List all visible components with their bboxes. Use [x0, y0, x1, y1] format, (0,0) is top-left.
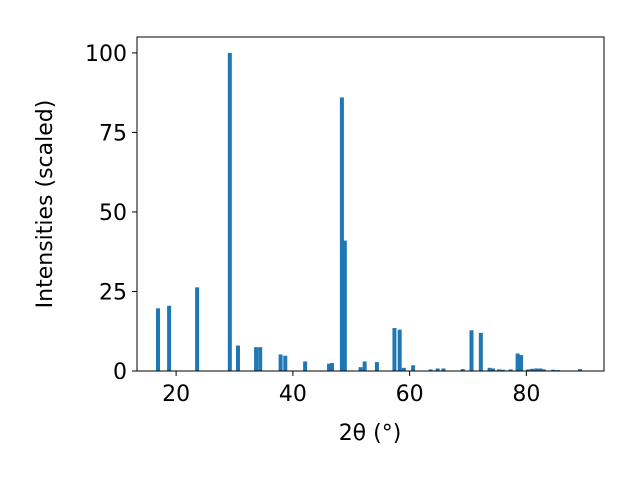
bar	[303, 361, 308, 371]
bar	[526, 369, 531, 371]
y-tick-label: 100	[85, 42, 127, 67]
bar	[519, 355, 524, 371]
y-tick-label: 0	[113, 360, 127, 385]
bar	[156, 308, 161, 371]
bar	[327, 363, 332, 371]
bar	[195, 287, 200, 371]
bar	[283, 355, 288, 371]
bar	[227, 52, 232, 372]
bar	[496, 369, 501, 371]
x-tick-label: 20	[162, 382, 190, 407]
bar	[501, 369, 506, 371]
bar	[278, 354, 283, 371]
bar	[515, 353, 520, 371]
bar	[342, 240, 347, 371]
bar	[254, 347, 259, 371]
bar	[235, 345, 240, 371]
bar	[508, 369, 513, 371]
x-tick-label: 60	[396, 382, 424, 407]
bar	[339, 97, 344, 371]
bar	[435, 368, 440, 371]
bar	[538, 368, 543, 371]
bar	[401, 367, 406, 371]
bar	[329, 363, 334, 371]
bar	[491, 368, 496, 371]
bar	[578, 369, 583, 371]
bar	[487, 367, 492, 371]
bar	[534, 368, 539, 371]
bar	[428, 369, 433, 371]
x-tick-label: 40	[279, 382, 307, 407]
x-axis-label: 2θ (°)	[339, 421, 402, 446]
bar	[362, 361, 367, 371]
bar	[469, 330, 474, 371]
bar	[460, 369, 465, 371]
bar	[167, 305, 172, 371]
bar	[530, 368, 535, 371]
bar	[358, 367, 363, 371]
bar	[441, 368, 446, 371]
y-tick-label: 25	[99, 280, 127, 305]
bar	[374, 362, 379, 371]
bar	[541, 369, 546, 371]
bar	[411, 365, 416, 371]
bar	[397, 329, 402, 371]
y-axis-label: Intensities (scaled)	[33, 100, 58, 309]
y-tick-label: 50	[99, 201, 127, 226]
x-tick-label: 80	[512, 382, 540, 407]
y-tick-label: 75	[99, 121, 127, 146]
bar	[392, 328, 397, 371]
bar	[551, 369, 556, 371]
plot-frame	[136, 36, 605, 372]
bar	[478, 332, 483, 371]
bar	[258, 347, 263, 371]
